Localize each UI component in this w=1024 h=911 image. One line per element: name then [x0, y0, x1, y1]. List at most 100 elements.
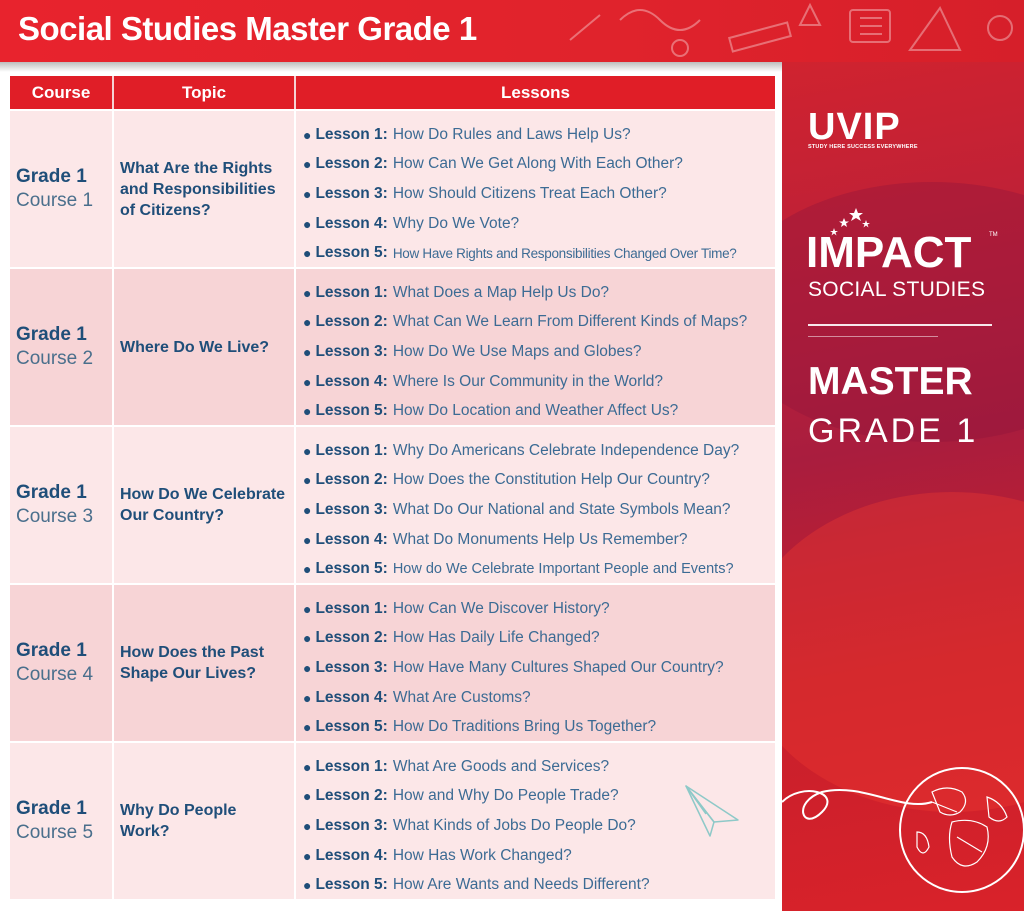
lesson-number: Lesson 4:: [315, 688, 388, 706]
uvip-logo: UVIP: [808, 106, 901, 148]
lesson-title: How Can We Discover History?: [392, 599, 610, 617]
topic-cell: Why Do People Work?: [114, 743, 296, 899]
lessons-cell: ● Lesson 1: What Does a Map Help Us Do? ● L…: [296, 269, 775, 425]
bullet-icon: ●: [303, 630, 312, 647]
list-item: ● Lesson 3: How Do We Use Maps and Globes?: [303, 337, 775, 367]
lesson-title: What Are Customs?: [392, 688, 531, 706]
lesson-title: How do We Celebrate Important People and…: [392, 561, 734, 578]
lesson-title: What Can We Learn From Different Kinds o…: [392, 313, 748, 331]
column-header-topic: Topic: [114, 76, 296, 109]
bullet-icon: ●: [303, 817, 312, 834]
table-row: Grade 1 Course 4 How Does the Past Shape…: [10, 583, 775, 741]
lesson-number: Lesson 1:: [315, 125, 388, 143]
lesson-number: Lesson 2:: [315, 471, 388, 489]
topic-cell: Where Do We Live?: [114, 269, 296, 425]
lesson-number: Lesson 4:: [315, 530, 388, 548]
lesson-number: Lesson 3:: [315, 500, 388, 518]
list-item: ● Lesson 4: Why Do We Vote?: [303, 209, 775, 239]
brand-panel: UVIP STUDY HERE SUCCESS EVERYWHERE IMPAC…: [782, 62, 1024, 911]
bullet-icon: ●: [303, 788, 312, 805]
bullet-icon: ●: [303, 472, 312, 489]
impact-logo: IMPACT: [806, 228, 972, 277]
lesson-number: Lesson 2:: [315, 787, 388, 805]
bullet-icon: ●: [303, 156, 312, 173]
table-row: Grade 1 Course 5 Why Do People Work? ● Le…: [10, 741, 775, 899]
bullet-icon: ●: [303, 314, 312, 331]
trademark: TM: [989, 232, 998, 238]
list-item: ● Lesson 1: Why Do Americans Celebrate Ind…: [303, 436, 775, 466]
bullet-icon: ●: [303, 758, 312, 775]
course-label: Course 3: [16, 506, 94, 527]
topic-text: Why Do People Work?: [120, 802, 237, 840]
topic-text: Where Do We Live?: [120, 338, 270, 356]
lesson-number: Lesson 4:: [315, 214, 388, 232]
lesson-title: Why Do Americans Celebrate Independence …: [392, 441, 740, 459]
list-item: ● Lesson 4: What Do Monuments Help Us Reme…: [303, 525, 775, 555]
list-item: ● Lesson 5: How Do Traditions Bring Us Tog…: [303, 712, 775, 742]
list-item: ● Lesson 1: What Are Goods and Services?: [303, 752, 775, 782]
bullet-icon: ●: [303, 343, 312, 360]
lesson-number: Lesson 1:: [315, 599, 388, 617]
lesson-title: How Have Rights and Responsibilities Cha…: [392, 245, 737, 261]
divider: [808, 336, 938, 337]
topic-cell: How Does the Past Shape Our Lives?: [114, 585, 296, 741]
lesson-number: Lesson 3:: [315, 184, 388, 202]
bullet-icon: ●: [303, 847, 312, 864]
course-cell: Grade 1 Course 3: [10, 427, 114, 583]
course-cell: Grade 1 Course 2: [10, 269, 114, 425]
lesson-number: Lesson 4:: [315, 846, 388, 864]
lesson-title: How Can We Get Along With Each Other?: [392, 155, 683, 173]
list-item: ● Lesson 5: How Do Location and Weather Af…: [303, 396, 775, 426]
bullet-icon: ●: [303, 719, 312, 736]
table-header: Course Topic Lessons: [10, 76, 775, 109]
bullet-icon: ●: [303, 284, 312, 301]
grade-label: Grade 1: [16, 640, 87, 661]
lesson-title: What Do Our National and State Symbols M…: [392, 500, 731, 518]
uvip-tagline: STUDY HERE SUCCESS EVERYWHERE: [808, 144, 918, 150]
bullet-icon: ●: [303, 126, 312, 143]
lesson-number: Lesson 3:: [315, 342, 388, 360]
list-item: ● Lesson 1: How Can We Discover History?: [303, 594, 775, 624]
decorative-swoosh: [782, 492, 1024, 812]
list-item: ● Lesson 4: What Are Customs?: [303, 683, 775, 713]
curriculum-table: Course Topic Lessons Grade 1 Course 1 Wh…: [10, 76, 775, 899]
list-item: ● Lesson 5: How Are Wants and Needs Differ…: [303, 870, 775, 900]
divider: [808, 324, 992, 326]
lesson-number: Lesson 5:: [315, 560, 388, 578]
bullet-icon: ●: [303, 501, 312, 518]
globe-icon: [782, 767, 1024, 893]
grade-label: Grade 1: [16, 324, 87, 345]
bullet-icon: ●: [303, 215, 312, 232]
header-shadow: [0, 62, 782, 72]
list-item: ● Lesson 5: How do We Celebrate Important …: [303, 554, 775, 584]
lesson-number: Lesson 1:: [315, 757, 388, 775]
lesson-title: What Kinds of Jobs Do People Do?: [392, 816, 636, 834]
list-item: ● Lesson 1: What Does a Map Help Us Do?: [303, 278, 775, 308]
lessons-cell: ● Lesson 1: How Can We Discover History? ●…: [296, 585, 775, 741]
lesson-number: Lesson 4:: [315, 372, 388, 390]
bullet-icon: ●: [303, 689, 312, 706]
lesson-number: Lesson 2:: [315, 313, 388, 331]
column-header-lessons: Lessons: [501, 82, 570, 102]
bullet-icon: ●: [303, 185, 312, 202]
lesson-title: How Have Many Cultures Shaped Our Countr…: [392, 658, 724, 676]
lesson-title: How Should Citizens Treat Each Other?: [392, 184, 667, 202]
list-item: ● Lesson 2: How Can We Get Along With Each…: [303, 150, 775, 180]
grade-label: Grade 1: [16, 482, 87, 503]
bullet-icon: ●: [303, 877, 312, 894]
list-item: ● Lesson 2: How Has Daily Life Changed?: [303, 624, 775, 654]
product-subtitle: SOCIAL STUDIES: [808, 278, 986, 301]
column-header-course: Course: [10, 76, 114, 109]
lesson-number: Lesson 1:: [315, 283, 388, 301]
list-item: ● Lesson 4: How Has Work Changed?: [303, 841, 775, 871]
lesson-title: How Do We Use Maps and Globes?: [392, 342, 642, 360]
table-row: Grade 1 Course 1 What Are the Rights and…: [10, 109, 775, 267]
lesson-title: What Does a Map Help Us Do?: [392, 283, 610, 301]
lesson-title: How Are Wants and Needs Different?: [392, 876, 650, 894]
bullet-icon: ●: [303, 403, 312, 420]
bullet-icon: ●: [303, 442, 312, 459]
lesson-number: Lesson 2:: [315, 155, 388, 173]
list-item: ● Lesson 2: What Can We Learn From Differe…: [303, 308, 775, 338]
list-item: ● Lesson 5: How Have Rights and Responsibi…: [303, 238, 775, 268]
course-cell: Grade 1 Course 5: [10, 743, 114, 899]
